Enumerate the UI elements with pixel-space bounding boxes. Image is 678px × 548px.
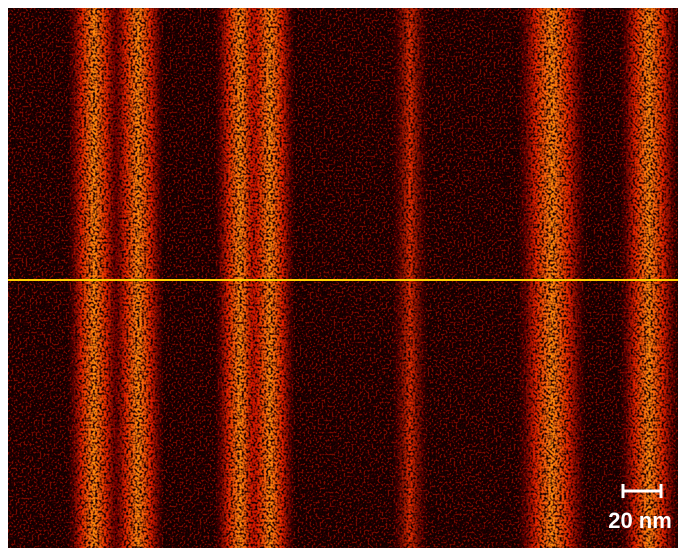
scale-bar-label: 20 nm [608,508,672,533]
band [112,8,164,548]
micrograph: 20 nm [0,0,678,548]
band [392,8,428,548]
band [620,8,678,548]
page: 20 nm (() => { const data = JSON.parse(d… [0,0,678,548]
band [518,8,586,548]
band [245,8,295,548]
